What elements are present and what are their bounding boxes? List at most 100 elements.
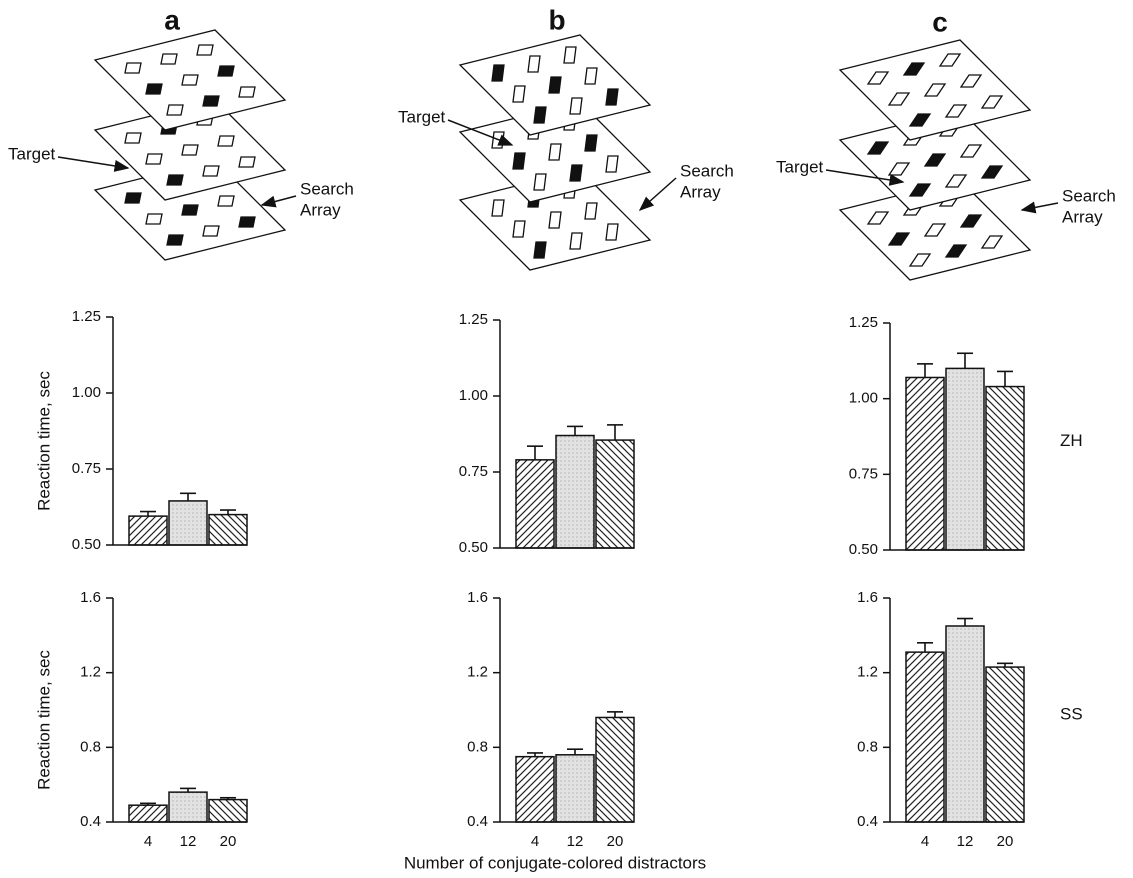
bar xyxy=(946,368,984,550)
array-item xyxy=(606,89,618,105)
target-arrow xyxy=(58,157,128,168)
bar xyxy=(596,440,634,548)
array-item xyxy=(549,77,561,93)
x-tick-label: 4 xyxy=(921,833,929,850)
array-item xyxy=(564,47,576,63)
y-tick-label: 0.50 xyxy=(459,539,488,556)
array-item xyxy=(549,212,561,228)
array-item xyxy=(606,224,618,240)
y-tick-label: 1.6 xyxy=(467,589,488,606)
array-item xyxy=(167,235,183,245)
y-axis-label: Reaction time, sec xyxy=(34,371,53,511)
x-tick-label: 20 xyxy=(220,833,237,850)
panel-label: b xyxy=(548,4,565,35)
y-tick-label: 0.4 xyxy=(467,813,488,830)
search-array-label: Array xyxy=(680,182,721,201)
array-item xyxy=(513,86,525,102)
bar xyxy=(209,800,247,822)
array-item xyxy=(146,84,162,94)
x-tick-label: 4 xyxy=(531,833,539,850)
array-item xyxy=(570,98,582,114)
array-item xyxy=(182,75,198,85)
page: {"panels": [ {"label": "a", "target": "T… xyxy=(0,0,1133,878)
bar xyxy=(209,515,247,545)
bar xyxy=(516,757,554,822)
y-tick-label: 1.6 xyxy=(857,589,878,606)
bar xyxy=(516,460,554,548)
subject-label: ZH xyxy=(1060,431,1083,450)
bar xyxy=(169,792,207,822)
x-tick-label: 20 xyxy=(997,833,1014,850)
x-axis-label: Number of conjugate-colored distractors xyxy=(404,853,706,872)
search-array-label: Array xyxy=(300,200,341,219)
y-tick-label: 1.25 xyxy=(849,314,878,331)
array-item xyxy=(167,105,183,115)
subject-label: SS xyxy=(1060,704,1083,723)
search-array-label: Search xyxy=(680,161,734,180)
x-tick-label: 20 xyxy=(607,833,624,850)
panel-label: a xyxy=(164,4,180,35)
array-item xyxy=(239,87,255,97)
array-item xyxy=(197,45,213,55)
y-tick-label: 1.2 xyxy=(467,664,488,681)
array-item xyxy=(203,226,219,236)
search-array-arrow xyxy=(262,196,296,205)
target-label: Target xyxy=(776,157,824,176)
y-tick-label: 1.00 xyxy=(849,390,878,407)
array-item xyxy=(125,193,141,203)
bar xyxy=(129,516,167,545)
array-item xyxy=(534,174,546,190)
array-item xyxy=(218,136,234,146)
figure: a Target Search Array b Target Search Array c Tar… xyxy=(0,0,1133,878)
array-item xyxy=(570,233,582,249)
search-array-label: Search xyxy=(300,179,354,198)
array-item xyxy=(239,157,255,167)
y-tick-label: 1.2 xyxy=(80,664,101,681)
y-tick-label: 0.75 xyxy=(72,460,101,477)
bar-chart: 1.251.000.750.50ZH xyxy=(849,314,1083,558)
x-tick-label: 12 xyxy=(957,833,974,850)
array-item xyxy=(146,154,162,164)
array-item xyxy=(585,203,597,219)
x-tick-label: 12 xyxy=(180,833,197,850)
target-label: Target xyxy=(8,144,56,163)
array-item xyxy=(528,56,540,72)
array-item xyxy=(203,166,219,176)
array-item xyxy=(218,196,234,206)
y-tick-label: 0.4 xyxy=(857,813,878,830)
y-tick-label: 0.50 xyxy=(72,536,101,553)
array-item xyxy=(218,66,234,76)
panel-label: c xyxy=(932,6,948,37)
bar xyxy=(129,805,167,822)
array-item xyxy=(239,217,255,227)
y-tick-label: 1.6 xyxy=(80,589,101,606)
bar xyxy=(556,755,594,822)
y-tick-label: 1.2 xyxy=(857,664,878,681)
array-item xyxy=(534,107,546,123)
search-array-arrow xyxy=(1022,203,1058,210)
x-tick-label: 12 xyxy=(567,833,584,850)
array-item xyxy=(125,133,141,143)
array-item xyxy=(513,221,525,237)
y-tick-label: 1.00 xyxy=(459,387,488,404)
bar xyxy=(986,667,1024,822)
x-tick-label: 4 xyxy=(144,833,152,850)
target-label: Target xyxy=(398,107,446,126)
y-tick-label: 1.25 xyxy=(459,311,488,328)
array-item xyxy=(146,214,162,224)
bar xyxy=(556,436,594,548)
array-item xyxy=(182,145,198,155)
array-item xyxy=(125,63,141,73)
bar xyxy=(906,377,944,550)
array-item xyxy=(182,205,198,215)
search-array-label: Array xyxy=(1062,207,1103,226)
bar xyxy=(906,652,944,822)
array-item xyxy=(492,200,504,216)
array-item xyxy=(161,54,177,64)
array-item xyxy=(570,165,582,181)
y-tick-label: 0.75 xyxy=(849,465,878,482)
y-tick-label: 0.4 xyxy=(80,813,101,830)
